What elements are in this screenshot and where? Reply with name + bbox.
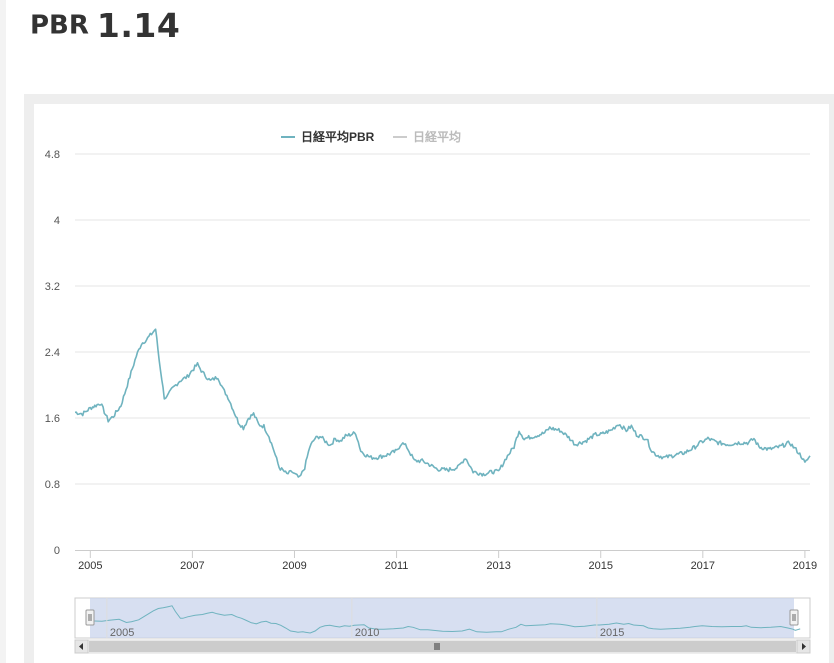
left-rail xyxy=(0,0,6,663)
scrollbar[interactable] xyxy=(74,639,811,654)
y-tick-label: 4 xyxy=(54,215,60,227)
navigator-handle-right[interactable] xyxy=(789,609,799,626)
navigator[interactable]: 2005 2010 2015 xyxy=(74,597,811,639)
legend-item-0[interactable]: 日経平均PBR xyxy=(281,129,375,144)
handle-grip xyxy=(789,609,799,626)
x-tick-label: 2019 xyxy=(793,560,817,572)
y-tick-label: 3.2 xyxy=(45,281,60,293)
scroll-left-button[interactable] xyxy=(74,639,89,654)
y-tick-label: 0 xyxy=(54,545,60,557)
pbr-value: 1.14 xyxy=(96,6,181,45)
navigator-handle-left[interactable] xyxy=(85,609,95,626)
x-tick-label: 2017 xyxy=(691,560,715,572)
series-line-pbr xyxy=(74,328,811,478)
navigator-series xyxy=(94,605,801,634)
x-tick-label: 2007 xyxy=(180,560,204,572)
y-tick-label: 0.8 xyxy=(45,479,60,491)
scrollbar-thumb[interactable] xyxy=(89,641,796,652)
arrow-left-icon xyxy=(79,643,83,650)
y-tick-label: 2.4 xyxy=(45,347,60,359)
grid-lines xyxy=(75,153,810,485)
y-tick-label: 1.6 xyxy=(45,413,60,425)
navigator-tick-label: 2005 xyxy=(110,627,134,639)
navigator-tick-label: 2015 xyxy=(600,627,624,639)
x-tick-label: 2015 xyxy=(588,560,612,572)
scroll-right-button[interactable] xyxy=(796,639,811,654)
legend-label: 日経平均 xyxy=(413,129,461,144)
navigator-selection[interactable] xyxy=(90,598,794,638)
handle-grip xyxy=(85,609,95,626)
page-title: PBR 1.14 xyxy=(30,6,180,45)
x-axis: 2005 2007 2009 2011 2013 2015 2017 2019 xyxy=(75,550,817,572)
arrow-right-icon xyxy=(802,643,806,650)
chart-container: 日経平均PBR 日経平均 0 0.8 1.6 2.4 3.2 4 4.8 2005 2007 20… xyxy=(34,104,829,663)
navigator-tick-label: 2010 xyxy=(355,627,379,639)
pbr-label: PBR xyxy=(30,10,89,41)
pbr-line-chart: 日経平均PBR 日経平均 00.81.62.43.244.8 2005 2007 20… xyxy=(45,129,817,654)
x-tick-label: 2011 xyxy=(385,560,409,572)
chart-panel: 日経平均PBR 日経平均 0 0.8 1.6 2.4 3.2 4 4.8 2005 2007 20… xyxy=(24,94,834,663)
legend-label: 日経平均PBR xyxy=(301,129,375,144)
plot-area xyxy=(74,328,811,478)
chart-legend: 日経平均PBR 日経平均 xyxy=(281,129,461,144)
x-tick-label: 2013 xyxy=(486,560,510,572)
y-tick-label: 4.8 xyxy=(45,149,60,161)
y-axis-labels: 0 0.8 1.6 2.4 3.2 4 4.8 xyxy=(45,149,60,557)
x-tick-label: 2005 xyxy=(78,560,102,572)
legend-item-1[interactable]: 日経平均 xyxy=(393,129,461,144)
x-tick-label: 2009 xyxy=(282,560,306,572)
